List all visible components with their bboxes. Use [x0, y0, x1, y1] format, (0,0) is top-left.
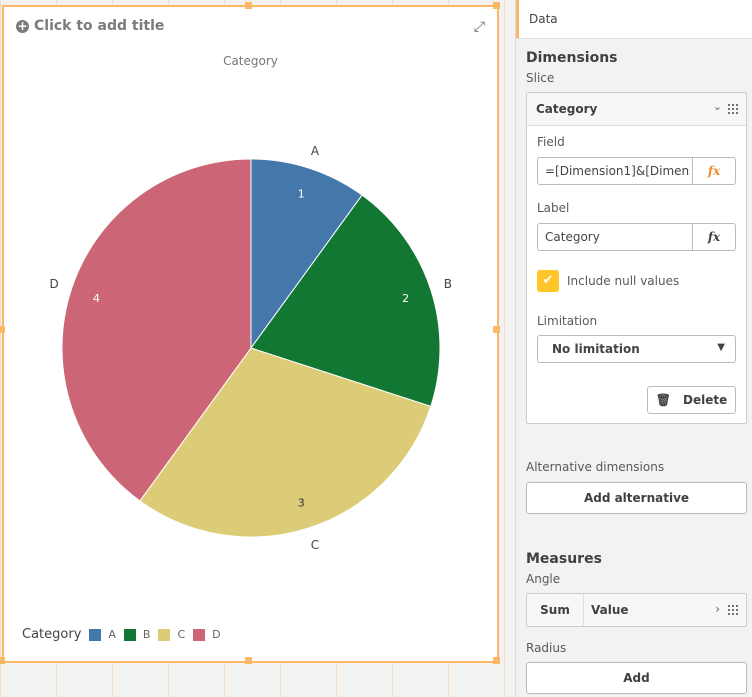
drag-handle-icon[interactable]	[727, 604, 738, 615]
dimension-header[interactable]: Category ⌄	[527, 93, 746, 126]
data-label: 4	[93, 292, 100, 305]
category-label: B	[444, 277, 452, 291]
data-label: 3	[298, 497, 305, 510]
legend-item-b[interactable]: B	[142, 628, 151, 641]
category-label: C	[311, 538, 319, 552]
resize-handle[interactable]	[0, 326, 5, 333]
category-label: A	[311, 144, 320, 158]
legend-title: Category	[22, 627, 82, 642]
legend-swatch-b	[123, 628, 136, 641]
radius-label: Radius	[526, 641, 567, 655]
include-null-checkbox[interactable]: ✔	[537, 270, 559, 292]
delete-button[interactable]: 🗑 Delete	[647, 386, 736, 414]
measures-heading: Measures	[526, 551, 602, 567]
delete-label: Delete	[683, 393, 728, 407]
label-label: Label	[537, 201, 570, 215]
include-null-label: Include null values	[567, 274, 680, 288]
measure-item[interactable]: Sum Value ›	[526, 593, 747, 627]
pie-slice-c[interactable]	[139, 347, 432, 538]
add-radius-button[interactable]: Add	[526, 662, 747, 694]
chevron-down-icon[interactable]: ⌄	[712, 100, 722, 113]
slice-label: Slice	[526, 71, 555, 85]
field-input[interactable]: =[Dimension1]&[Dimension2] fx	[537, 157, 736, 185]
dropdown-arrow-icon: ▼	[717, 342, 725, 353]
resize-handle[interactable]	[245, 657, 252, 664]
tab-data[interactable]: Data	[516, 0, 558, 38]
legend-swatch-c	[158, 628, 171, 641]
pie-svg: 1 A 2 B 3 C 4 D	[50, 144, 452, 552]
resize-handle[interactable]	[493, 657, 500, 664]
legend-swatch-a	[89, 628, 102, 641]
limitation-value: No limitation	[552, 342, 640, 356]
alt-dimensions-label: Alternative dimensions	[526, 460, 665, 474]
resize-handle[interactable]	[245, 2, 252, 9]
add-alternative-button[interactable]: Add alternative	[526, 482, 747, 514]
angle-label: Angle	[526, 572, 561, 586]
label-input[interactable]: Category fx	[537, 223, 736, 251]
dimension-name: Category	[536, 102, 598, 116]
drag-handle-icon[interactable]	[727, 103, 738, 114]
label-value: Category	[545, 230, 600, 244]
limitation-label: Limitation	[537, 314, 598, 328]
resize-handle[interactable]	[493, 326, 500, 333]
field-value: =[Dimension1]&[Dimension2]	[545, 164, 690, 178]
dimension-title: Category	[223, 54, 278, 68]
properties-panel: Data Dimensions Slice Category ⌄ Field =…	[515, 0, 752, 697]
plus-circle-icon: +	[16, 18, 29, 33]
legend: Category A B C D	[22, 627, 221, 642]
limitation-select[interactable]: No limitation ▼	[537, 335, 736, 363]
pie-slice-b[interactable]	[250, 194, 441, 408]
dimensions-heading: Dimensions	[526, 50, 618, 66]
fx-icon[interactable]: fx	[692, 158, 735, 184]
category-label: D	[50, 277, 59, 291]
legend-item-a[interactable]: A	[108, 628, 116, 641]
measure-field: Value	[591, 603, 629, 617]
data-label: 1	[298, 187, 305, 200]
pie-slice-a[interactable]	[250, 158, 363, 350]
legend-swatch-d	[193, 628, 206, 641]
data-label: 2	[402, 292, 409, 305]
pie-slice-d[interactable]	[61, 158, 252, 502]
chart-title-placeholder[interactable]: + Click to add title	[16, 18, 164, 34]
chevron-right-icon[interactable]: ›	[715, 602, 720, 616]
resize-handle[interactable]	[0, 657, 5, 664]
field-label: Field	[537, 135, 565, 149]
measure-aggregation: Sum	[527, 594, 584, 626]
dimension-card: Category ⌄ Field =[Dimension1]&[Dimensio…	[526, 92, 747, 424]
chart-title-text: Click to add title	[34, 18, 165, 34]
legend-item-c[interactable]: C	[177, 628, 186, 641]
fx-icon[interactable]: fx	[692, 224, 735, 250]
legend-item-d[interactable]: D	[212, 628, 221, 641]
trash-icon: 🗑	[655, 393, 671, 407]
resize-handle[interactable]	[493, 2, 500, 9]
expand-icon[interactable]: ⤢	[473, 19, 485, 35]
pie-chart-object[interactable]: + Click to add title ⤢ Category 1 A 2 B 3 C 4 D…	[2, 5, 499, 663]
